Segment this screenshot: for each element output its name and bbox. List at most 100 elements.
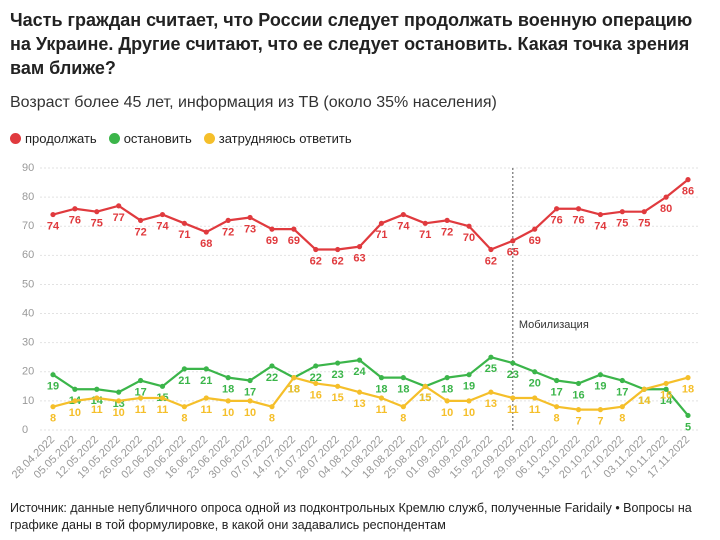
data-label: 20 xyxy=(529,378,541,390)
point xyxy=(466,398,472,404)
point xyxy=(444,398,450,404)
data-label: 8 xyxy=(619,413,625,425)
data-label: 11 xyxy=(91,404,103,416)
data-label: 11 xyxy=(507,404,519,416)
point xyxy=(356,244,363,250)
data-label: 21 xyxy=(200,375,212,387)
point xyxy=(554,377,560,384)
data-label: 17 xyxy=(134,386,146,398)
data-label: 7 xyxy=(575,416,581,428)
data-label: 11 xyxy=(529,404,541,416)
point xyxy=(94,386,100,392)
legend-swatch xyxy=(10,133,21,144)
point xyxy=(137,395,144,401)
point xyxy=(116,203,122,209)
data-label: 16 xyxy=(572,389,584,401)
point xyxy=(663,194,669,200)
legend-label: продолжать xyxy=(25,131,97,146)
point xyxy=(50,211,56,218)
data-label: 19 xyxy=(47,381,59,393)
data-label: 14 xyxy=(660,395,673,407)
series-line xyxy=(52,356,689,417)
point xyxy=(137,217,144,223)
legend-item: продолжать xyxy=(10,131,97,146)
data-label: 10 xyxy=(463,407,475,419)
point xyxy=(488,246,494,253)
point xyxy=(116,398,122,404)
point xyxy=(422,383,428,389)
point xyxy=(422,220,428,226)
point xyxy=(444,375,450,381)
point xyxy=(269,363,275,369)
point xyxy=(554,404,560,410)
point xyxy=(50,372,56,378)
legend-item: остановить xyxy=(108,131,192,146)
data-label: 23 xyxy=(507,369,519,381)
point xyxy=(335,246,341,253)
data-label: 71 xyxy=(375,229,387,241)
data-label: 22 xyxy=(266,372,278,384)
point xyxy=(554,206,560,212)
point xyxy=(663,386,669,392)
point xyxy=(378,395,385,401)
point xyxy=(510,360,516,366)
data-label: 14 xyxy=(638,395,651,407)
data-label: 11 xyxy=(376,404,388,416)
source-note: Источник: данные непубличного опроса одн… xyxy=(10,501,692,532)
data-label: 15 xyxy=(419,392,431,404)
point xyxy=(116,389,122,395)
data-label: 75 xyxy=(91,218,103,230)
point xyxy=(510,395,516,401)
data-label: 11 xyxy=(200,404,212,416)
point xyxy=(269,226,275,232)
y-tick-label: 20 xyxy=(22,366,34,378)
data-label: 72 xyxy=(222,226,234,238)
data-label: 8 xyxy=(400,413,406,425)
point xyxy=(225,398,231,404)
data-label: 8 xyxy=(181,413,187,425)
data-label: 74 xyxy=(47,220,60,232)
data-label: 13 xyxy=(353,398,365,410)
data-label: 10 xyxy=(441,407,453,419)
point xyxy=(466,372,472,378)
point xyxy=(532,395,538,401)
point xyxy=(72,398,78,404)
point xyxy=(291,375,297,381)
data-label: 76 xyxy=(572,215,584,227)
y-tick-label: 0 xyxy=(22,424,28,436)
point xyxy=(313,363,319,369)
y-tick-label: 50 xyxy=(22,278,34,290)
point xyxy=(510,238,516,244)
data-label: 24 xyxy=(353,366,366,378)
data-label: 18 xyxy=(682,384,694,396)
data-label: 21 xyxy=(178,375,190,387)
data-label: 18 xyxy=(441,384,453,396)
y-tick-label: 60 xyxy=(22,249,34,261)
data-label: 18 xyxy=(222,384,234,396)
data-label: 74 xyxy=(397,220,410,232)
point xyxy=(641,209,647,215)
data-label: 10 xyxy=(69,407,81,419)
data-label: 10 xyxy=(113,407,125,419)
y-tick-label: 10 xyxy=(22,395,34,407)
data-label: 11 xyxy=(135,404,147,416)
point xyxy=(356,389,363,395)
point xyxy=(335,383,341,389)
point xyxy=(444,217,450,223)
data-label: 69 xyxy=(288,235,300,247)
data-label: 10 xyxy=(222,407,234,419)
y-tick-label: 30 xyxy=(22,337,34,349)
point xyxy=(597,211,604,218)
point xyxy=(641,386,647,392)
data-label: 7 xyxy=(597,416,603,428)
point xyxy=(378,375,385,381)
point xyxy=(575,380,582,387)
data-label: 70 xyxy=(463,232,475,244)
data-label: 16 xyxy=(310,389,322,401)
legend-swatch xyxy=(203,133,215,144)
y-tick-label: 80 xyxy=(22,191,34,203)
point xyxy=(269,404,275,410)
point xyxy=(247,377,253,384)
point xyxy=(619,209,625,215)
chart-title: Часть граждан считает, что России следуе… xyxy=(10,10,693,78)
